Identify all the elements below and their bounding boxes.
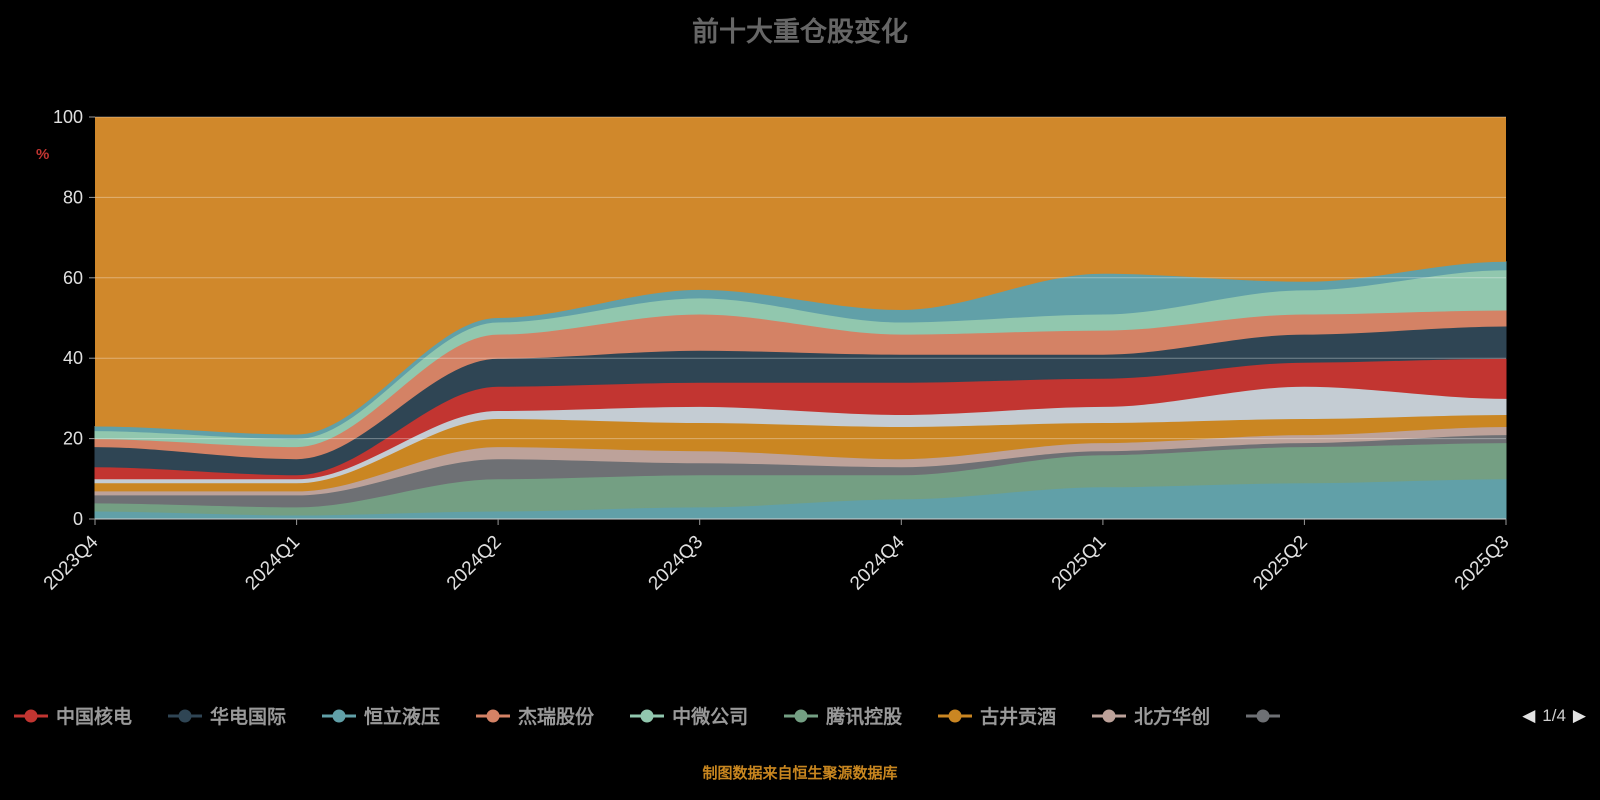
legend-item-古井贡酒[interactable]: 古井贡酒 [938, 702, 1056, 729]
legend-item-label: 北方华创 [1134, 707, 1211, 728]
legend-item-腾讯控股[interactable]: 腾讯控股 [784, 702, 902, 729]
legend-bar: 中国核电 华电国际 恒立液压 杰瑞股份 中微公司 腾讯控股 古井贡酒 北方华创 [14, 702, 1586, 729]
data-source-caption: 制图数据来自恒生聚源数据库 [702, 765, 898, 782]
legend-item-恒立液压[interactable]: 恒立液压 [322, 702, 440, 729]
legend-item-华电国际[interactable]: 华电国际 [168, 702, 286, 729]
y-axis-label: 100 [53, 107, 83, 127]
legend-marker-icon [630, 709, 665, 722]
legend-prev-icon[interactable]: ◀ [1522, 705, 1536, 725]
legend-marker-icon [1092, 709, 1127, 722]
y-axis-label: 20 [63, 429, 83, 449]
legend-item-label: 中国核电 [56, 707, 133, 728]
legend-marker-icon [1246, 709, 1281, 722]
legend-item-label: 古井贡酒 [980, 707, 1057, 728]
legend-marker-icon [784, 709, 819, 722]
legend-next-icon[interactable]: ▶ [1572, 705, 1586, 725]
legend-item-label: 腾讯控股 [826, 707, 903, 728]
stacked-area-chart[interactable]: 0 20 40 60 80 100 2023Q4 2024Q1 2024Q2 2024Q3 2024… [0, 0, 1600, 660]
x-axis-label: 2024Q1 [241, 532, 304, 595]
legend-marker-icon [938, 709, 973, 722]
chart-title: 前十大重仓股变化 [692, 17, 908, 47]
legend-item-中微公司[interactable]: 中微公司 [630, 702, 748, 729]
y-axis-label: 80 [63, 187, 83, 207]
x-axis-label: 2023Q4 [40, 531, 103, 594]
legend-item-杰瑞股份[interactable]: 杰瑞股份 [476, 702, 594, 729]
legend-item-北方华创[interactable]: 北方华创 [1092, 702, 1210, 729]
y-axis-unit-label: % [36, 146, 50, 163]
y-axis-label: 60 [63, 268, 83, 288]
x-axis-label: 2025Q3 [1451, 532, 1514, 595]
area-remainder[interactable] [95, 117, 1506, 435]
x-axis-label: 2024Q4 [846, 531, 909, 594]
y-axis-label: 40 [63, 348, 83, 368]
legend-marker-icon [476, 709, 511, 722]
x-axis-label: 2024Q3 [645, 532, 708, 595]
legend-pager: ◀ 1/4 ▶ [1522, 706, 1586, 726]
legend-item-label: 杰瑞股份 [518, 707, 595, 728]
x-axis-label: 2025Q1 [1048, 532, 1111, 595]
legend-item-label: 华电国际 [210, 707, 287, 728]
x-axis-label: 2025Q2 [1249, 532, 1312, 595]
legend-item-unnamed-8[interactable] [1246, 708, 1288, 724]
legend-marker-icon [322, 709, 357, 722]
legend-page-indicator: 1/4 [1542, 705, 1566, 725]
legend-marker-icon [168, 709, 203, 722]
x-axis-label: 2024Q2 [443, 532, 506, 595]
legend-marker-icon [14, 709, 48, 722]
legend-item-label: 中微公司 [672, 707, 749, 728]
legend-item-中国核电[interactable]: 中国核电 [14, 702, 132, 729]
y-axis-label: 0 [73, 509, 83, 529]
legend-item-label: 恒立液压 [364, 707, 441, 728]
